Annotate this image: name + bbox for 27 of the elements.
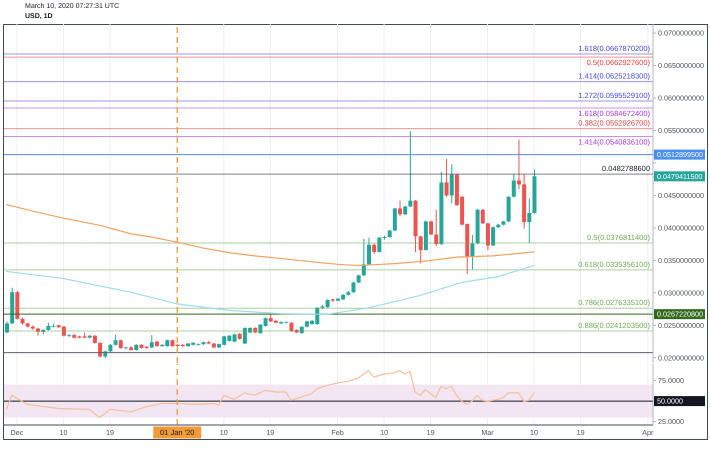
candlestick xyxy=(429,220,434,236)
candlestick xyxy=(486,222,490,250)
candlestick xyxy=(491,226,496,247)
candlestick xyxy=(392,207,397,232)
candlestick xyxy=(403,205,408,216)
candlestick xyxy=(408,130,412,208)
candlestick xyxy=(118,339,123,350)
candlestick xyxy=(366,237,371,266)
candlestick xyxy=(351,281,356,294)
candlestick xyxy=(5,320,9,334)
candlestick xyxy=(150,334,154,349)
candlestick xyxy=(418,235,423,264)
line-series xyxy=(6,370,535,418)
candlestick xyxy=(372,243,376,254)
candlestick xyxy=(512,174,516,198)
candlestick xyxy=(114,334,118,346)
candlestick xyxy=(444,158,449,198)
candlestick xyxy=(480,208,485,225)
candlestick xyxy=(398,200,402,217)
candlestick xyxy=(450,164,454,204)
candlestick xyxy=(516,139,521,190)
line-series xyxy=(6,264,535,315)
candlestick xyxy=(527,198,532,244)
candlestick xyxy=(98,342,102,358)
candlestick xyxy=(434,209,438,247)
candlestick xyxy=(470,234,474,270)
line-series xyxy=(6,204,535,266)
